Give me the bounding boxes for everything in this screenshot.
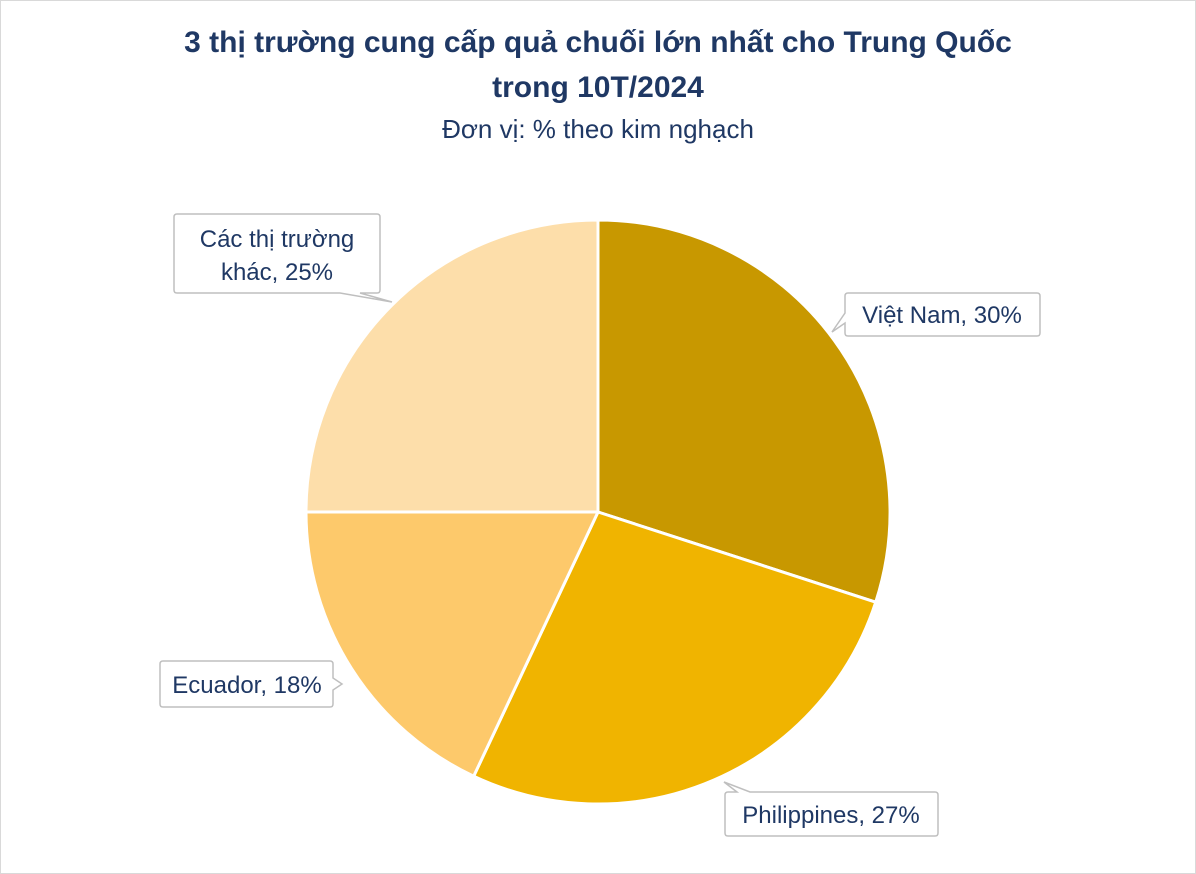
pie-slice-philippines	[472, 510, 878, 806]
chart-title-line-2: trong 10T/2024	[492, 71, 704, 104]
chart-title-line-1: 3 thị trường cung cấp quả chuối lớn nhất…	[184, 26, 1012, 59]
pie-slice-vi-t-nam	[596, 218, 892, 604]
data-label-other-markets-line-2: khác, 25%	[221, 259, 333, 286]
data-label-philippines-text: Philippines, 27%	[742, 802, 919, 829]
data-label-ecuador: Ecuador, 18%	[159, 660, 344, 708]
chart-subtitle: Đơn vị: % theo kim nghạch	[442, 114, 754, 144]
data-label-viet-nam-text: Việt Nam, 30%	[862, 302, 1022, 329]
data-label-philippines: Philippines, 27%	[723, 781, 939, 837]
data-label-viet-nam: Việt Nam, 30%	[831, 292, 1041, 337]
pie-slice-ecuador	[304, 510, 600, 778]
pie-slice-c-c-th-tr-ng-kh-c	[304, 218, 600, 514]
data-label-other-markets-line-1: Các thị trường	[200, 226, 355, 253]
data-label-ecuador-text: Ecuador, 18%	[172, 672, 321, 699]
data-label-other-markets: Các thị trường khác, 25%	[173, 213, 393, 303]
